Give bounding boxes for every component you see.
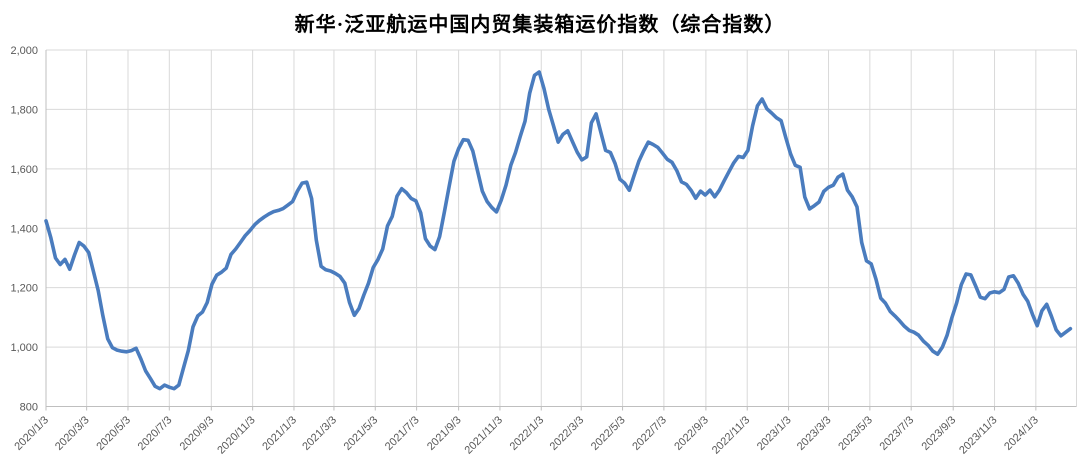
x-tick-label: 2023/9/3 xyxy=(920,414,959,453)
x-tick-label: 2021/3/3 xyxy=(300,414,339,453)
y-tick-label: 2,000 xyxy=(10,45,38,57)
x-tick-label: 2021/11/3 xyxy=(463,414,506,457)
x-tick-label: 2022/7/3 xyxy=(630,414,669,453)
y-tick-label: 1,400 xyxy=(10,223,38,235)
chart-title: 新华·泛亚航运中国内贸集装箱运价指数（综合指数） xyxy=(294,14,786,36)
x-tick-label: 2020/11/3 xyxy=(215,414,258,457)
x-tick-label: 2020/3/3 xyxy=(53,414,92,453)
x-tick-label: 2021/1/3 xyxy=(260,414,299,453)
y-tick-label: 1,600 xyxy=(10,164,38,176)
x-tick-label: 2022/1/3 xyxy=(508,414,547,453)
index-series-line xyxy=(44,70,1073,391)
x-tick-label: 2020/7/3 xyxy=(136,414,175,453)
x-tick-label: 2024/1/3 xyxy=(1002,414,1041,453)
x-tick-label: 2022/9/3 xyxy=(672,414,711,453)
y-tick-label: 800 xyxy=(20,402,38,414)
x-tick-label: 2020/5/3 xyxy=(94,414,133,453)
x-tick-label: 2023/3/3 xyxy=(795,414,834,453)
x-tick-label: 2023/5/3 xyxy=(836,414,875,453)
y-tick-label: 1,000 xyxy=(10,342,38,354)
x-tick-label: 2021/5/3 xyxy=(342,414,381,453)
x-tick-label: 2022/11/3 xyxy=(710,414,753,457)
x-tick-label: 2023/1/3 xyxy=(755,414,794,453)
x-tick-label: 2020/1/3 xyxy=(12,414,51,453)
x-tick-label: 2020/9/3 xyxy=(178,414,217,453)
y-tick-label: 1,200 xyxy=(10,283,38,295)
x-tick-label: 2023/11/3 xyxy=(957,414,1000,457)
x-tick-label: 2021/9/3 xyxy=(425,414,464,453)
y-tick-label: 1,800 xyxy=(10,104,38,116)
x-tick-label: 2023/7/3 xyxy=(878,414,917,453)
x-tick-label: 2021/7/3 xyxy=(383,414,422,453)
x-tick-label: 2022/5/3 xyxy=(589,414,628,453)
x-tick-label: 2022/3/3 xyxy=(548,414,587,453)
